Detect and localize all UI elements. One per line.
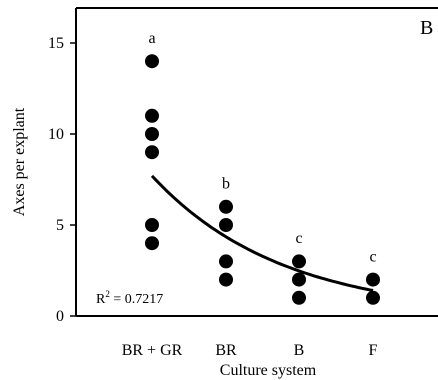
data-point xyxy=(145,127,159,141)
data-point xyxy=(219,254,233,269)
y-tick-label: 10 xyxy=(48,126,64,143)
data-point xyxy=(145,218,159,232)
x-tick-label: BR + GR xyxy=(122,342,183,359)
group-letter: b xyxy=(222,176,230,193)
data-point xyxy=(292,290,306,305)
trendline xyxy=(150,174,374,292)
y-axis-label: Axes per explant xyxy=(11,107,28,216)
panel-label: B xyxy=(420,17,433,39)
data-point xyxy=(366,290,380,305)
r2-annotation: R2 = 0.7217 xyxy=(96,289,163,307)
x-tick-label: F xyxy=(369,342,378,359)
data-point xyxy=(219,272,233,287)
y-axis-ticks: 0 5 10 15 xyxy=(48,35,76,325)
data-point xyxy=(145,145,159,160)
plot-frame xyxy=(75,7,438,317)
group-letter: c xyxy=(369,248,376,265)
data-point xyxy=(219,218,233,232)
y-tick-label: 5 xyxy=(56,217,64,234)
data-point xyxy=(366,272,380,287)
data-point xyxy=(145,108,159,123)
x-tick-label: B xyxy=(294,342,305,359)
x-axis-ticks: BR + GR BR B F xyxy=(122,342,378,359)
data-point xyxy=(145,236,159,251)
group-letter: a xyxy=(148,30,155,47)
x-tick-label: BR xyxy=(215,342,237,359)
data-point xyxy=(145,54,159,69)
trendline-group xyxy=(150,174,374,292)
r2-exponent: 2 xyxy=(105,289,110,299)
data-point xyxy=(292,254,306,269)
data-point xyxy=(219,199,233,214)
r2-prefix: R xyxy=(96,292,106,307)
r2-value: = 0.7217 xyxy=(110,292,163,307)
group-letter: c xyxy=(295,230,302,247)
data-point xyxy=(292,272,306,287)
y-tick-label: 15 xyxy=(48,35,64,52)
x-axis-label: Culture system xyxy=(220,362,317,379)
data-points xyxy=(145,54,380,305)
y-tick-label: 0 xyxy=(56,308,64,325)
group-letters: a b c c xyxy=(148,30,376,265)
